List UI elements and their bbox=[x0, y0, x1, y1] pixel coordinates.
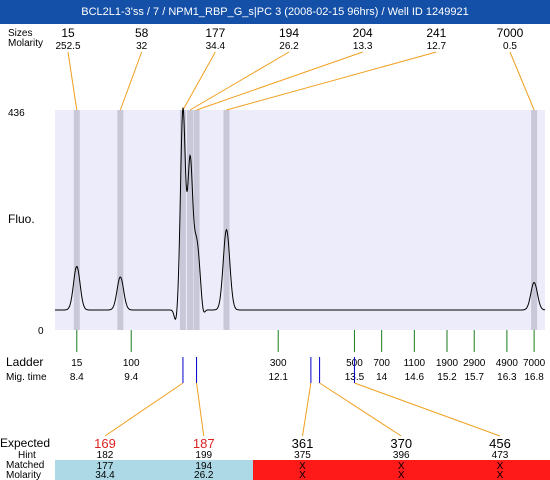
peak-connector bbox=[196, 51, 363, 111]
matched-molarity-value: X bbox=[299, 470, 306, 480]
matched-strip bbox=[55, 460, 253, 480]
matched-molarity-value: X bbox=[398, 470, 405, 480]
peak-connector bbox=[226, 51, 437, 111]
expected-connector bbox=[104, 382, 184, 437]
ladder-label: Ladder bbox=[6, 355, 43, 369]
peak-molarity-label: 252.5 bbox=[55, 41, 80, 52]
molarity-bottom-label: Molarity bbox=[6, 470, 41, 480]
ladder-time-label: 16.8 bbox=[524, 372, 544, 383]
peak-molarity-label: 26.2 bbox=[279, 41, 299, 52]
matched-molarity-value: 34.4 bbox=[95, 470, 115, 480]
expected-value: 370 bbox=[390, 436, 412, 451]
ladder-size-label: 100 bbox=[123, 358, 140, 369]
expected-connector bbox=[302, 382, 312, 437]
peak-band bbox=[193, 110, 200, 330]
peak-size-label: 7000 bbox=[497, 26, 524, 40]
ladder-size-label: 4900 bbox=[496, 358, 519, 369]
ladder-time-label: 14 bbox=[376, 372, 388, 383]
peak-band bbox=[179, 110, 186, 330]
matched-value: X bbox=[398, 461, 405, 472]
ladder-size-label: 1100 bbox=[404, 358, 426, 369]
peak-band bbox=[531, 110, 538, 330]
matched-value: X bbox=[497, 461, 504, 472]
peak-band bbox=[223, 110, 230, 330]
sizes-label: Sizes bbox=[8, 28, 32, 39]
peak-connector bbox=[119, 51, 143, 111]
expected-value: 456 bbox=[489, 436, 511, 451]
ladder-size-label: 15 bbox=[71, 358, 83, 369]
peak-size-label: 194 bbox=[279, 26, 299, 40]
ladder-size-label: 300 bbox=[270, 358, 287, 369]
peak-molarity-label: 32 bbox=[136, 41, 148, 52]
matched-value: 177 bbox=[97, 461, 114, 472]
ladder-time-label: 14.6 bbox=[405, 372, 425, 383]
ladder-time-label: 15.7 bbox=[464, 372, 484, 383]
peak-molarity-label: 13.3 bbox=[353, 41, 373, 52]
hint-value: 473 bbox=[492, 450, 509, 461]
hint-value: 375 bbox=[294, 450, 311, 461]
peak-band bbox=[187, 110, 194, 330]
ladder-time-label: 8.4 bbox=[70, 372, 84, 383]
y-axis-max-label: 436 bbox=[8, 108, 25, 119]
peak-connector bbox=[67, 51, 78, 111]
hint-value: 199 bbox=[195, 450, 212, 461]
matched-value: X bbox=[299, 461, 306, 472]
expected-value: 187 bbox=[193, 436, 215, 451]
peak-band bbox=[117, 110, 124, 330]
expected-connector bbox=[196, 382, 205, 437]
peak-size-label: 241 bbox=[426, 26, 446, 40]
chart-title: BCL2L1-3'ss / 7 / NPM1_RBP_G_s|PC 3 (200… bbox=[0, 0, 550, 24]
peak-molarity-label: 34.4 bbox=[206, 41, 226, 52]
expected-connector bbox=[319, 382, 402, 437]
y-axis-zero-label: 0 bbox=[38, 326, 44, 337]
peak-connector bbox=[509, 51, 535, 111]
matched-value: 194 bbox=[195, 461, 212, 472]
peak-molarity-label: 0.5 bbox=[503, 41, 517, 52]
plot-area bbox=[55, 110, 545, 330]
unmatched-strip bbox=[253, 460, 550, 480]
expected-label: Expected bbox=[0, 436, 50, 450]
matched-molarity-value: X bbox=[497, 470, 504, 480]
peak-connector bbox=[182, 51, 216, 111]
expected-value: 169 bbox=[94, 436, 116, 451]
ladder-size-label: 7000 bbox=[523, 358, 546, 369]
fluorescence-trace bbox=[55, 107, 546, 320]
expected-value: 361 bbox=[292, 436, 314, 451]
mig-time-label: Mig. time bbox=[6, 372, 47, 383]
expected-connector bbox=[354, 382, 501, 437]
matched-molarity-value: 26.2 bbox=[194, 470, 214, 480]
peak-band bbox=[73, 110, 80, 330]
ladder-size-label: 700 bbox=[373, 358, 390, 369]
hint-label: Hint bbox=[18, 450, 36, 461]
peak-size-label: 177 bbox=[205, 26, 225, 40]
ladder-time-label: 9.4 bbox=[124, 372, 138, 383]
peak-size-label: 58 bbox=[135, 26, 149, 40]
ladder-time-label: 16.3 bbox=[497, 372, 517, 383]
peak-size-label: 204 bbox=[353, 26, 373, 40]
ladder-time-label: 12.1 bbox=[268, 372, 288, 383]
y-axis-title: Fluo. bbox=[8, 212, 35, 226]
hint-value: 182 bbox=[97, 450, 114, 461]
ladder-size-label: 1900 bbox=[436, 358, 459, 369]
peak-connector bbox=[189, 51, 290, 111]
molarity-label: Molarity bbox=[8, 38, 43, 49]
ladder-size-label: 2900 bbox=[463, 358, 486, 369]
peak-size-label: 15 bbox=[61, 26, 75, 40]
matched-label: Matched bbox=[6, 460, 44, 471]
hint-value: 396 bbox=[393, 450, 410, 461]
peak-molarity-label: 12.7 bbox=[427, 41, 447, 52]
ladder-time-label: 15.2 bbox=[437, 372, 457, 383]
